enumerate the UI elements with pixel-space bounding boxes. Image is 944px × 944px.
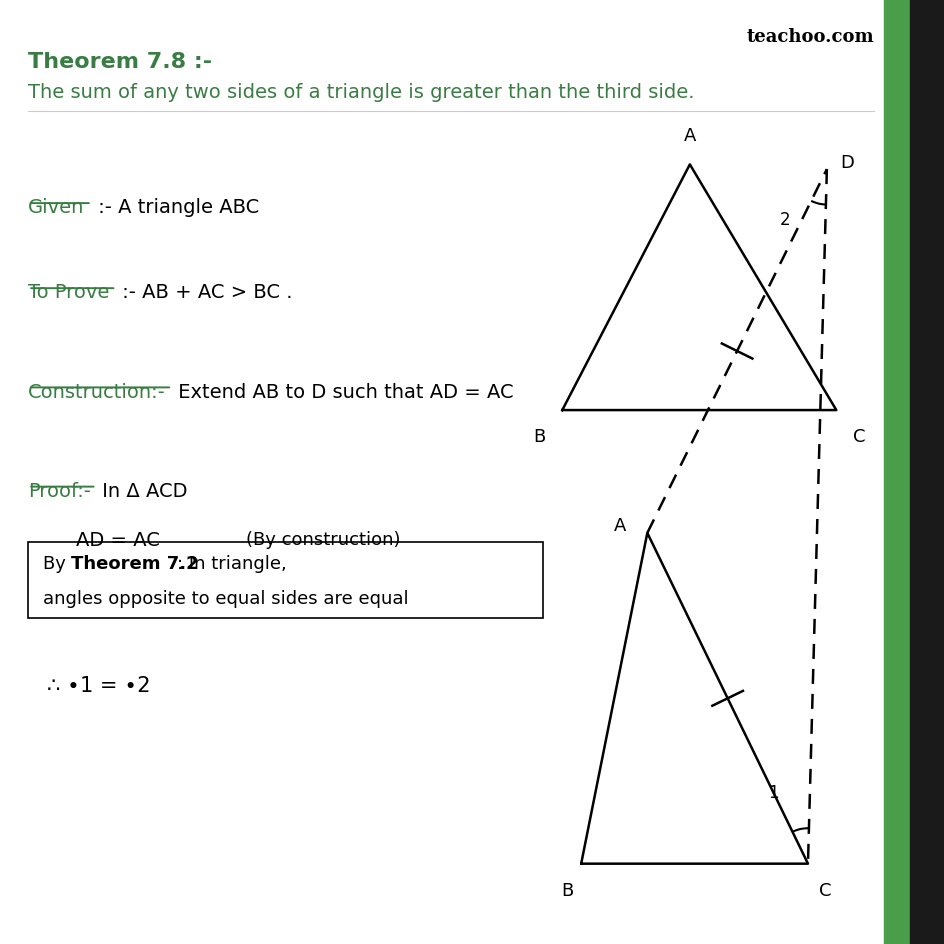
Text: 1: 1 xyxy=(767,784,778,801)
Text: (By construction): (By construction) xyxy=(245,531,399,548)
Text: By: By xyxy=(42,554,71,572)
Text: C: C xyxy=(818,881,831,899)
Text: In Δ ACD: In Δ ACD xyxy=(96,481,188,500)
Text: Given: Given xyxy=(28,198,85,217)
Text: AD = AC: AD = AC xyxy=(76,531,160,549)
Text: Theorem 7.2: Theorem 7.2 xyxy=(71,554,198,572)
Bar xyxy=(883,0,909,944)
Bar xyxy=(909,0,944,944)
Text: The sum of any two sides of a triangle is greater than the third side.: The sum of any two sides of a triangle i… xyxy=(28,83,694,102)
Text: A: A xyxy=(614,516,626,535)
Text: A: A xyxy=(683,126,696,144)
Text: D: D xyxy=(839,153,853,172)
Text: :- AB + AC > BC .: :- AB + AC > BC . xyxy=(116,283,293,302)
Bar xyxy=(28,543,543,618)
Text: angles opposite to equal sides are equal: angles opposite to equal sides are equal xyxy=(42,589,408,607)
Text: Theorem 7.8 :-: Theorem 7.8 :- xyxy=(28,52,212,72)
Text: Proof:-: Proof:- xyxy=(28,481,92,500)
Text: ∴ ∙1 = ∙2: ∴ ∙1 = ∙2 xyxy=(47,675,151,695)
Text: To Prove: To Prove xyxy=(28,283,110,302)
Text: Extend AB to D such that AD = AC: Extend AB to D such that AD = AC xyxy=(172,382,514,401)
Text: B: B xyxy=(532,428,545,446)
Text: 2: 2 xyxy=(779,211,789,229)
Text: teachoo.com: teachoo.com xyxy=(746,28,873,46)
Text: C: C xyxy=(852,428,865,446)
Text: B: B xyxy=(561,881,572,899)
Text: :- A triangle ABC: :- A triangle ABC xyxy=(92,198,259,217)
Text: : In triangle,: : In triangle, xyxy=(177,554,286,572)
Text: Construction:-: Construction:- xyxy=(28,382,166,401)
